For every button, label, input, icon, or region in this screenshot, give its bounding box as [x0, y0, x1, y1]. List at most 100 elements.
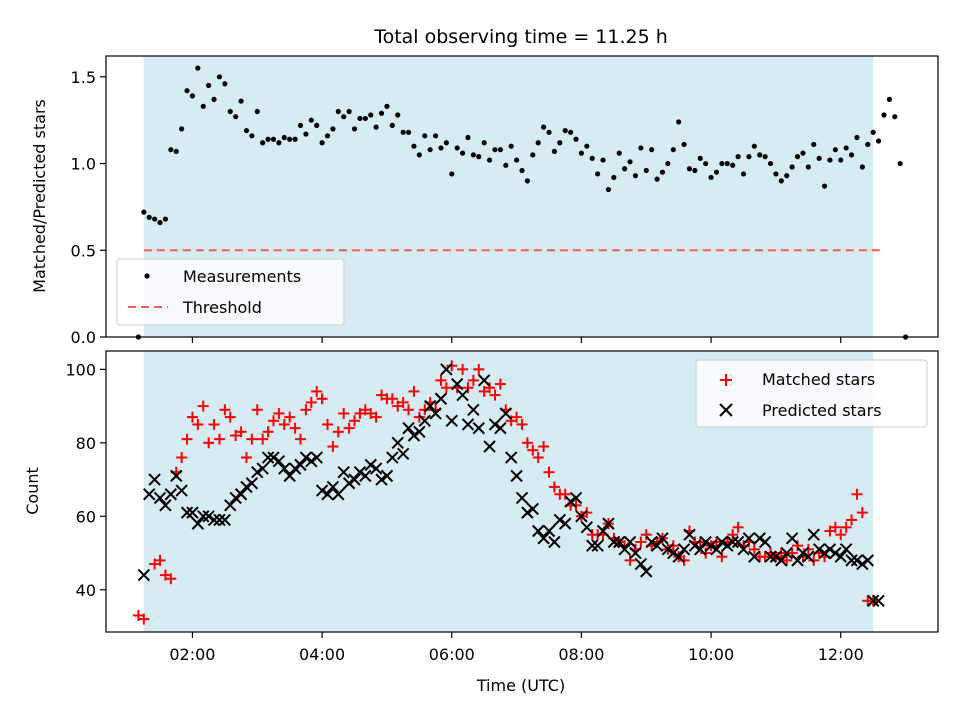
measurement-point — [308, 117, 314, 123]
predicted-star-point — [197, 510, 210, 523]
x-axis-label: Time (UTC) — [476, 676, 565, 695]
predicted-star-point — [445, 414, 458, 427]
predicted-star-point — [850, 554, 864, 567]
predicted-star-point — [699, 535, 712, 549]
measurement-point — [454, 145, 460, 151]
measurement-point — [800, 150, 806, 156]
matched-star-point — [289, 422, 301, 434]
measurement-point — [162, 216, 169, 222]
predicted-star-point — [218, 513, 232, 527]
measurement-point — [368, 112, 374, 118]
matched-star-point — [294, 433, 306, 445]
measurement-point — [189, 93, 196, 99]
measurement-point — [730, 162, 736, 168]
matched-star-point — [527, 444, 539, 456]
matched-star-point — [786, 547, 798, 559]
measurement-point — [811, 141, 817, 148]
predicted-star-point — [461, 418, 475, 431]
predicted-star-point — [164, 488, 178, 501]
bottom-x-ticks: 02:00 04:00 06:00 08:00 10:00 12:00 — [169, 632, 864, 664]
measurement-point — [681, 141, 687, 148]
predicted-star-point — [613, 535, 626, 549]
y-tick-label: 1.5 — [71, 68, 96, 87]
predicted-star-point — [359, 469, 372, 483]
matched-star-point — [516, 418, 528, 430]
measurement-point — [713, 169, 720, 175]
matched-star-point — [710, 536, 722, 548]
matched-star-point — [208, 418, 220, 430]
predicted-star-point — [456, 388, 469, 402]
predicted-star-point — [710, 543, 723, 556]
predicted-star-point — [802, 550, 815, 563]
predicted-star-point — [251, 466, 264, 479]
measurement-point — [535, 140, 541, 146]
measurement-point — [740, 171, 747, 177]
measurement-point — [254, 108, 260, 115]
measurement-point — [600, 157, 606, 163]
matched-star-point — [856, 507, 868, 519]
measurement-point — [816, 155, 822, 161]
measurement-point — [676, 119, 682, 125]
measurement-point — [757, 152, 763, 158]
matched-star-point — [484, 382, 496, 394]
predicted-star-point — [245, 477, 259, 490]
predicted-star-point — [672, 550, 685, 563]
predicted-star-point — [504, 451, 518, 464]
matched-star-point — [581, 507, 593, 519]
predicted-star-point — [591, 539, 604, 552]
measurement-point — [276, 140, 282, 146]
x-tick-label: 04:00 — [299, 645, 345, 664]
matched-star-point — [694, 536, 706, 548]
matched-star-point — [224, 411, 236, 423]
predicted-star-point — [229, 491, 242, 505]
measurement-point — [584, 143, 590, 149]
matched-star-point — [532, 452, 544, 464]
matched-star-point — [748, 543, 760, 555]
measurement-point — [719, 160, 725, 167]
predicted-star-point — [721, 539, 734, 552]
predicted-star-point — [677, 543, 691, 556]
predicted-star-point — [548, 535, 561, 549]
matched-star-point — [678, 554, 690, 566]
measurement-point — [670, 147, 676, 153]
matched-star-point — [186, 411, 198, 423]
matched-star-point — [235, 426, 247, 438]
measurement-point — [643, 167, 649, 174]
predicted-star-point — [872, 594, 885, 607]
predicted-star-point — [332, 488, 345, 501]
predicted-star-point — [234, 488, 248, 501]
matched-star-point — [727, 529, 739, 541]
measurement-point — [519, 167, 525, 174]
predicted-star-point — [450, 377, 464, 391]
matched-star-point — [457, 363, 469, 375]
predicted-star-point — [202, 510, 215, 523]
matched-star-point — [305, 396, 317, 408]
bottom-panel: 40 60 80 100 02:00 04:00 06:00 08:00 10:00 12:00… — [23, 350, 939, 695]
measurement-point — [243, 127, 250, 134]
predicted-star-point — [785, 532, 799, 545]
measurement-point — [805, 164, 811, 170]
matched-star-point — [181, 433, 193, 445]
measurement-point — [157, 219, 163, 226]
measurement-point — [746, 154, 752, 160]
matched-star-point — [349, 415, 361, 427]
predicted-star-point — [634, 557, 648, 571]
matched-star-point — [851, 488, 863, 500]
measurement-point — [297, 122, 304, 128]
legend-measurements-marker — [144, 273, 150, 279]
bottom-y-axis-label: Count — [23, 467, 42, 515]
predicted-star-point — [386, 451, 399, 464]
measurement-point — [416, 152, 422, 158]
matched-star-point — [240, 452, 252, 464]
predicted-star-point — [661, 543, 675, 556]
matched-star-point — [473, 363, 485, 375]
x-tick-label: 10:00 — [688, 645, 734, 664]
measurement-point — [557, 140, 563, 146]
matched-star-point — [284, 411, 296, 423]
predicted-star-point — [175, 484, 188, 497]
legend-threshold-label: Threshold — [182, 298, 262, 317]
measurement-point — [589, 155, 595, 161]
predicted-star-point — [423, 399, 437, 413]
matched-star-point — [273, 407, 285, 419]
